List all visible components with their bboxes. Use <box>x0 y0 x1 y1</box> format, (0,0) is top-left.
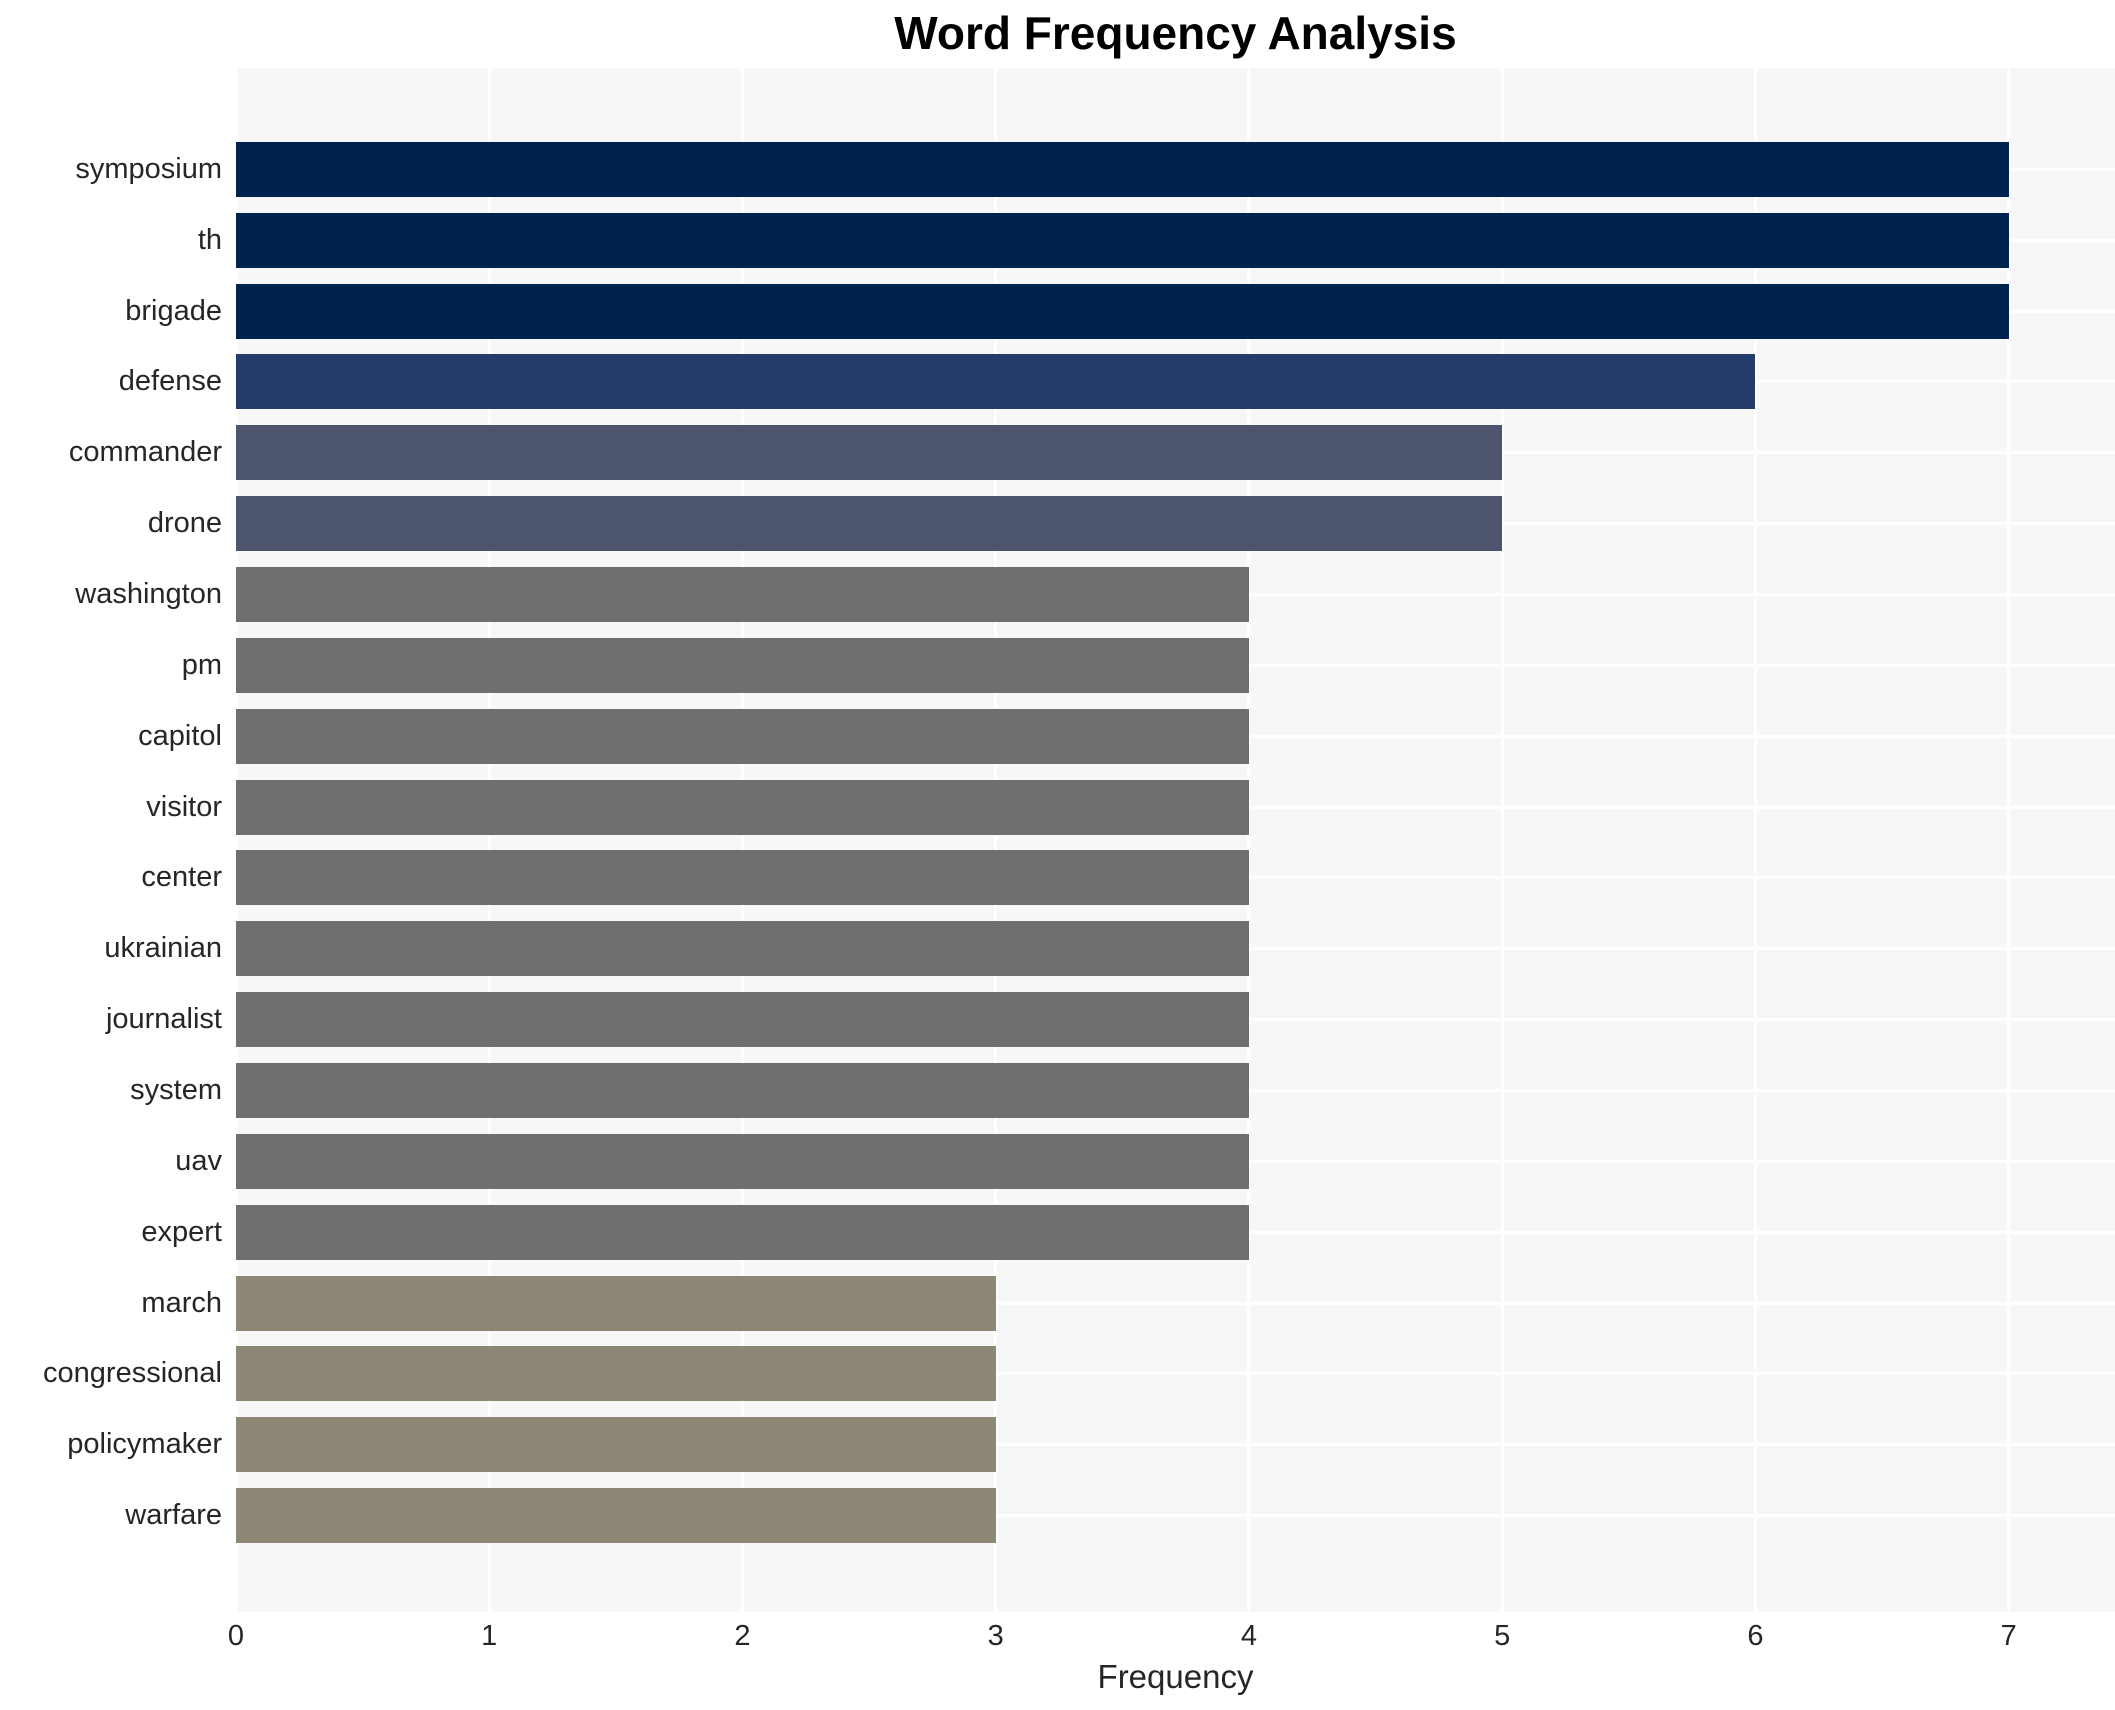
category-label-visitor: visitor <box>146 790 222 823</box>
gridline-horizontal <box>236 1372 2115 1376</box>
gridline-vertical <box>487 68 491 1612</box>
category-label-capitol: capitol <box>138 719 222 752</box>
gridline-vertical <box>1500 68 1504 1612</box>
category-label-system: system <box>130 1073 222 1106</box>
bar-visitor <box>236 779 1249 835</box>
gridline-vertical <box>234 68 238 1612</box>
bar-warfare <box>236 1488 996 1544</box>
gridline-horizontal <box>236 1443 2115 1447</box>
category-label-commander: commander <box>68 436 222 469</box>
bar-capitol <box>236 708 1249 764</box>
gridline-horizontal <box>236 1301 2115 1305</box>
category-label-defense: defense <box>118 365 222 398</box>
category-label-drone: drone <box>147 507 222 540</box>
bar-defense <box>236 354 1756 410</box>
bar-commander <box>236 425 1503 481</box>
x-tick-label-7: 7 <box>2000 1620 2017 1652</box>
x-tick-label-1: 1 <box>481 1620 498 1652</box>
category-label-symposium: symposium <box>75 152 222 185</box>
bar-congressional <box>236 1346 996 1402</box>
bar-expert <box>236 1204 1249 1260</box>
category-label-pm: pm <box>181 648 222 681</box>
bar-center <box>236 850 1249 906</box>
x-tick-label-2: 2 <box>734 1620 751 1652</box>
bar-brigade <box>236 283 2009 339</box>
bar-system <box>236 1062 1249 1118</box>
bar-washington <box>236 567 1249 623</box>
bar-th <box>236 212 2009 268</box>
category-label-uav: uav <box>175 1144 222 1177</box>
bar-ukrainian <box>236 921 1249 977</box>
bar-journalist <box>236 992 1249 1048</box>
gridline-vertical <box>1753 68 1757 1612</box>
category-label-center: center <box>141 861 222 894</box>
gridline-vertical <box>2007 68 2011 1612</box>
category-label-policymaker: policymaker <box>67 1428 222 1461</box>
bar-uav <box>236 1133 1249 1189</box>
bar-policymaker <box>236 1417 996 1473</box>
gridline-vertical <box>1247 68 1251 1612</box>
category-label-march: march <box>141 1286 222 1319</box>
category-label-expert: expert <box>141 1215 222 1248</box>
category-label-brigade: brigade <box>125 294 222 327</box>
category-label-warfare: warfare <box>125 1499 222 1532</box>
gridline-vertical <box>994 68 998 1612</box>
category-label-journalist: journalist <box>105 1003 222 1036</box>
category-label-washington: washington <box>75 578 222 611</box>
x-axis-label: Frequency <box>1097 1658 1254 1695</box>
plot-area <box>234 68 2115 1612</box>
category-label-congressional: congressional <box>43 1357 222 1390</box>
x-tick-label-3: 3 <box>987 1620 1004 1652</box>
x-tick-label-6: 6 <box>1747 1620 1764 1652</box>
category-label-th: th <box>197 223 222 256</box>
gridline-vertical <box>740 68 744 1612</box>
chart-title: Word Frequency Analysis <box>894 7 1457 59</box>
bar-symposium <box>236 141 2009 197</box>
x-tick-label-0: 0 <box>227 1620 245 1652</box>
gridline-horizontal <box>236 1514 2115 1518</box>
category-label-ukrainian: ukrainian <box>104 932 222 965</box>
bar-march <box>236 1275 996 1331</box>
bar-pm <box>236 637 1249 693</box>
bar-drone <box>236 496 1503 552</box>
x-tick-label-4: 4 <box>1240 1620 1257 1652</box>
x-tick-label-5: 5 <box>1494 1620 1511 1652</box>
